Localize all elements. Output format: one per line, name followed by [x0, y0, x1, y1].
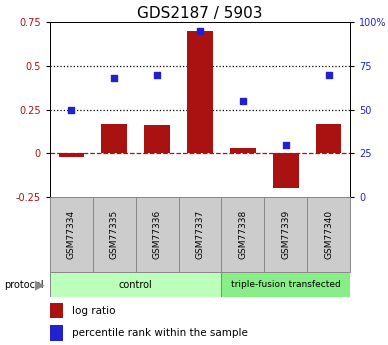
Point — [111, 75, 118, 81]
Bar — [230, 148, 256, 153]
Text: GSM77340: GSM77340 — [324, 210, 333, 259]
Point — [282, 142, 289, 147]
Bar — [59, 153, 84, 157]
Title: GDS2187 / 5903: GDS2187 / 5903 — [137, 6, 263, 21]
Bar — [222, 272, 350, 297]
Text: GSM77334: GSM77334 — [67, 210, 76, 259]
Bar — [222, 197, 264, 272]
Point — [240, 98, 246, 104]
Text: ▶: ▶ — [35, 278, 44, 291]
Bar — [101, 124, 127, 153]
Text: GSM77335: GSM77335 — [110, 210, 119, 259]
Bar — [264, 197, 307, 272]
Text: percentile rank within the sample: percentile rank within the sample — [73, 328, 248, 338]
Bar — [273, 153, 299, 188]
Bar — [144, 125, 170, 153]
Text: log ratio: log ratio — [73, 306, 116, 316]
Text: triple-fusion transfected: triple-fusion transfected — [231, 280, 341, 289]
Point — [197, 28, 203, 33]
Bar — [93, 197, 136, 272]
Text: GSM77336: GSM77336 — [152, 210, 162, 259]
Bar — [187, 31, 213, 153]
Bar — [316, 124, 341, 153]
Text: GSM77339: GSM77339 — [281, 210, 290, 259]
Bar — [50, 303, 64, 318]
Point — [68, 107, 74, 112]
Text: GSM77338: GSM77338 — [238, 210, 248, 259]
Bar — [50, 325, 64, 341]
Bar — [178, 197, 222, 272]
Text: GSM77337: GSM77337 — [196, 210, 204, 259]
Text: control: control — [119, 279, 152, 289]
Bar — [136, 197, 178, 272]
Bar — [50, 272, 222, 297]
Bar — [307, 197, 350, 272]
Point — [154, 72, 160, 77]
Point — [326, 72, 332, 77]
Text: protocol: protocol — [4, 279, 43, 289]
Bar — [50, 197, 93, 272]
